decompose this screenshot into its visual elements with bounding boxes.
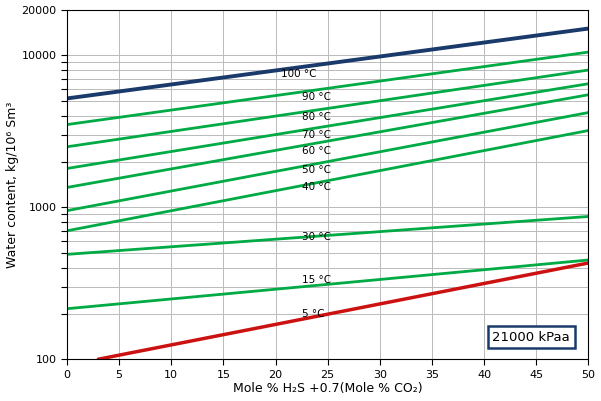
Text: 50 °C: 50 °C (302, 165, 331, 175)
Text: 60 °C: 60 °C (302, 146, 331, 156)
Text: 100 °C: 100 °C (281, 69, 316, 79)
Text: 90 °C: 90 °C (302, 92, 331, 102)
Text: 21000 kPaa: 21000 kPaa (492, 330, 570, 344)
Text: 30 °C: 30 °C (302, 232, 331, 242)
Y-axis label: Water content, kg/10⁶ Sm³: Water content, kg/10⁶ Sm³ (5, 101, 19, 267)
Text: 40 °C: 40 °C (302, 182, 331, 192)
X-axis label: Mole % H₂S +0.7(Mole % CO₂): Mole % H₂S +0.7(Mole % CO₂) (233, 383, 423, 395)
Text: 5 °C: 5 °C (302, 308, 324, 318)
Text: 15 °C: 15 °C (302, 275, 331, 286)
Text: 70 °C: 70 °C (302, 130, 331, 140)
Text: 80 °C: 80 °C (302, 112, 331, 122)
